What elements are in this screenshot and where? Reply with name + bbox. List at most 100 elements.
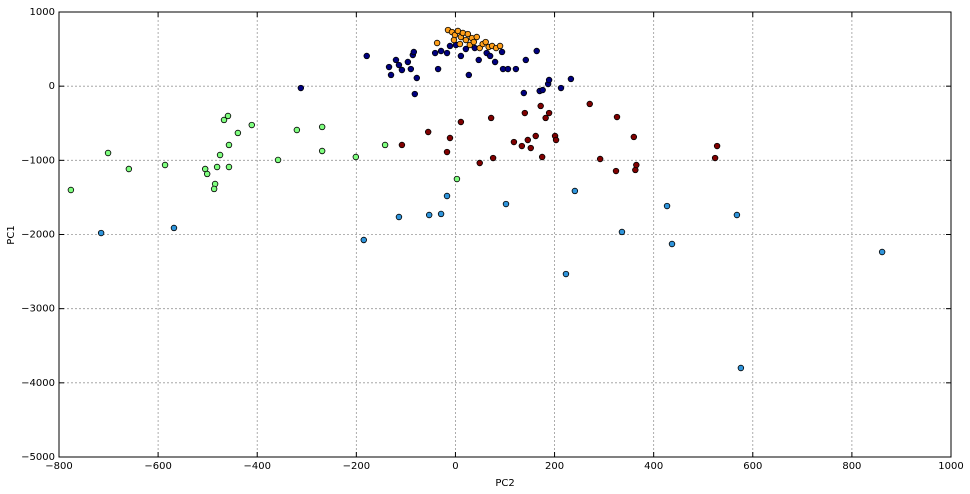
point — [125, 165, 133, 173]
point — [663, 202, 671, 210]
point — [711, 154, 719, 162]
point — [424, 128, 432, 136]
point — [434, 65, 442, 73]
point — [533, 47, 540, 55]
point — [67, 186, 75, 194]
point — [520, 89, 528, 97]
point — [170, 224, 178, 232]
point — [464, 30, 472, 38]
point — [521, 109, 529, 117]
point — [360, 236, 367, 244]
point — [552, 136, 560, 144]
point — [104, 149, 112, 157]
point — [542, 114, 549, 122]
point — [381, 141, 389, 149]
point — [220, 116, 228, 124]
point — [539, 86, 546, 94]
point — [487, 114, 495, 122]
point — [395, 61, 403, 69]
point — [489, 154, 497, 162]
point — [453, 175, 461, 183]
y-tick-label: −1000 — [21, 155, 55, 166]
point — [557, 84, 565, 92]
point — [510, 138, 518, 146]
point — [407, 65, 415, 73]
y-tick-label: 1000 — [30, 7, 55, 18]
point — [274, 156, 282, 164]
point — [404, 58, 412, 66]
point — [433, 39, 441, 47]
point — [532, 132, 539, 140]
x-tick-label: 200 — [545, 461, 564, 472]
point — [465, 71, 473, 79]
point — [385, 63, 393, 71]
point — [524, 136, 531, 144]
point — [443, 49, 451, 57]
point — [443, 148, 451, 156]
point — [203, 170, 211, 178]
point — [437, 210, 445, 218]
point — [411, 90, 419, 98]
y-tick-label: 0 — [49, 81, 55, 92]
point — [234, 129, 242, 137]
point — [737, 364, 745, 372]
point — [878, 248, 886, 256]
x-tick-label: −800 — [45, 461, 72, 472]
x-tick-label: −600 — [144, 461, 171, 472]
point — [545, 109, 553, 117]
point — [538, 153, 546, 161]
point — [486, 52, 494, 60]
point — [456, 40, 464, 48]
point — [410, 48, 418, 56]
point — [618, 228, 626, 236]
point — [97, 229, 105, 237]
point — [545, 76, 553, 84]
point — [567, 75, 575, 83]
point — [473, 33, 480, 41]
point — [713, 142, 721, 150]
point — [482, 38, 489, 46]
point — [446, 134, 454, 142]
point — [450, 36, 458, 44]
point — [437, 47, 445, 55]
point — [225, 163, 233, 171]
point — [502, 200, 510, 208]
point — [224, 112, 232, 120]
point — [504, 65, 512, 73]
y-tick-label: −3000 — [21, 304, 55, 315]
point — [462, 36, 470, 44]
point — [413, 74, 420, 82]
point — [398, 66, 406, 74]
point — [596, 155, 604, 163]
point — [431, 49, 439, 57]
x-tick-label: 800 — [842, 461, 861, 472]
point — [392, 56, 400, 64]
point — [527, 144, 534, 152]
y-tick-label: −4000 — [21, 378, 55, 389]
point — [630, 133, 638, 141]
point — [470, 38, 477, 46]
point — [496, 42, 504, 50]
point — [425, 211, 433, 219]
point — [248, 121, 255, 129]
point — [225, 141, 233, 149]
point — [318, 147, 326, 155]
point — [446, 42, 454, 50]
point — [395, 213, 403, 221]
y-axis-label: PC1 — [6, 225, 17, 244]
point — [491, 58, 499, 66]
point — [613, 113, 621, 121]
point — [210, 185, 218, 193]
point — [293, 126, 301, 134]
point — [363, 52, 370, 60]
point — [612, 167, 620, 175]
plot-frame — [58, 11, 952, 458]
y-tick-label: −5000 — [21, 452, 55, 463]
x-tick-label: 400 — [644, 461, 663, 472]
x-tick-label: 0 — [452, 461, 458, 472]
x-tick-label: 1000 — [938, 461, 963, 472]
point — [668, 240, 676, 248]
point — [586, 100, 593, 108]
point — [297, 84, 305, 92]
